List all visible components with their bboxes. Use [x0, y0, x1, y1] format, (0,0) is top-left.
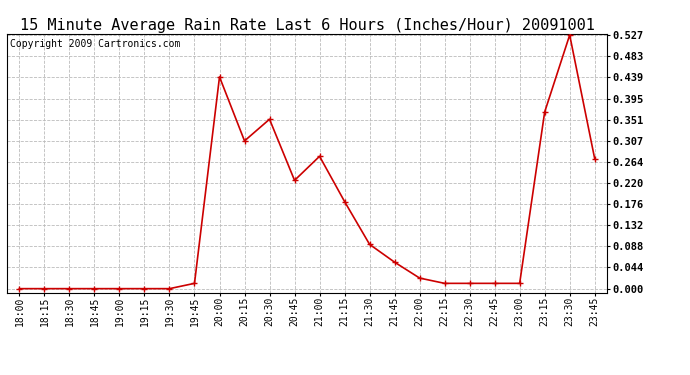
Text: Copyright 2009 Cartronics.com: Copyright 2009 Cartronics.com [10, 39, 180, 49]
Title: 15 Minute Average Rain Rate Last 6 Hours (Inches/Hour) 20091001: 15 Minute Average Rain Rate Last 6 Hours… [19, 18, 595, 33]
